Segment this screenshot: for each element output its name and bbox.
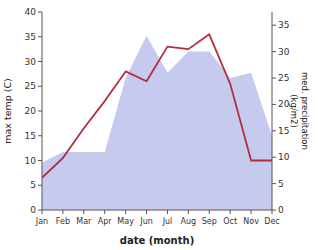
y2-tick bbox=[272, 183, 276, 184]
chart: 0 5 10 15 20 25 30 35 40 0 5 10 15 20 25 30 35 Jan Feb Mar A… bbox=[0, 0, 318, 250]
x-tick-label: Jun bbox=[139, 217, 153, 226]
x-tick bbox=[125, 210, 126, 214]
y2-tick-label: 20 bbox=[278, 99, 290, 109]
x-tick bbox=[230, 210, 231, 214]
x-tick-label: Jan bbox=[35, 217, 48, 226]
x-axis-label: date (month) bbox=[120, 235, 194, 246]
x-tick-label: May bbox=[117, 217, 134, 226]
plot-area bbox=[42, 34, 272, 210]
y-tick bbox=[38, 36, 42, 37]
temperature-line bbox=[42, 34, 272, 178]
y-tick-label: 25 bbox=[25, 81, 36, 91]
x-tick bbox=[209, 210, 210, 214]
x-tick bbox=[272, 210, 273, 214]
x-tick-label: Jul bbox=[162, 217, 173, 226]
y-tick bbox=[38, 210, 42, 211]
y-tick-label: 15 bbox=[25, 131, 36, 141]
y-tick-label: 5 bbox=[30, 180, 36, 190]
y-tick bbox=[38, 135, 42, 136]
x-tick-label: Apr bbox=[98, 217, 113, 226]
x-tick bbox=[62, 210, 63, 214]
y-tick-label: 10 bbox=[25, 156, 37, 166]
y-tick-label: 40 bbox=[25, 7, 37, 17]
x-tick bbox=[167, 210, 168, 214]
x-tick-label: Oct bbox=[223, 217, 237, 226]
x-tick-label: Feb bbox=[56, 217, 70, 226]
y-tick bbox=[38, 185, 42, 186]
y-tick bbox=[38, 111, 42, 112]
x-tick bbox=[104, 210, 105, 214]
y-tick bbox=[38, 160, 42, 161]
x-tick bbox=[146, 210, 147, 214]
y2-tick-label: 0 bbox=[278, 205, 284, 215]
y2-tick-label: 30 bbox=[278, 47, 290, 57]
y-tick bbox=[38, 12, 42, 13]
precipitation-area bbox=[42, 36, 272, 210]
y2-tick-label: 15 bbox=[278, 126, 289, 136]
y2-tick-label: 25 bbox=[278, 73, 289, 83]
y2-tick-label: 35 bbox=[278, 20, 289, 30]
y2-axis-label: med. precipitation(kg/m2) bbox=[289, 72, 310, 150]
y-tick-label: 20 bbox=[25, 106, 37, 116]
y2-tick bbox=[272, 157, 276, 158]
y2-tick bbox=[272, 25, 276, 26]
y-tick-label: 0 bbox=[30, 205, 36, 215]
y2-tick bbox=[272, 78, 276, 79]
y2-tick-label: 5 bbox=[278, 179, 284, 189]
x-tick-label: Mar bbox=[76, 217, 92, 226]
x-tick bbox=[188, 210, 189, 214]
y2-tick-label: 10 bbox=[278, 152, 290, 162]
y-tick-label: 30 bbox=[25, 57, 37, 67]
x-tick bbox=[83, 210, 84, 214]
y2-tick bbox=[272, 104, 276, 105]
y2-tick bbox=[272, 210, 276, 211]
y-tick bbox=[38, 61, 42, 62]
y2-axis-label-line: med. precipitation bbox=[300, 72, 310, 150]
x-axis-line bbox=[42, 210, 272, 211]
x-tick-label: Nov bbox=[243, 217, 259, 226]
y2-axis-line bbox=[272, 12, 273, 210]
x-tick bbox=[42, 210, 43, 214]
y-tick bbox=[38, 86, 42, 87]
x-tick-label: Aug bbox=[181, 217, 197, 226]
x-tick-label: Sep bbox=[202, 217, 217, 226]
y-tick-label: 35 bbox=[25, 32, 36, 42]
x-tick-label: Dec bbox=[264, 217, 279, 226]
y2-tick bbox=[272, 51, 276, 52]
y-axis-label: max temp (C) bbox=[2, 78, 13, 144]
y2-axis-label-line: (kg/m2) bbox=[289, 94, 299, 128]
x-tick bbox=[251, 210, 252, 214]
y2-tick bbox=[272, 130, 276, 131]
